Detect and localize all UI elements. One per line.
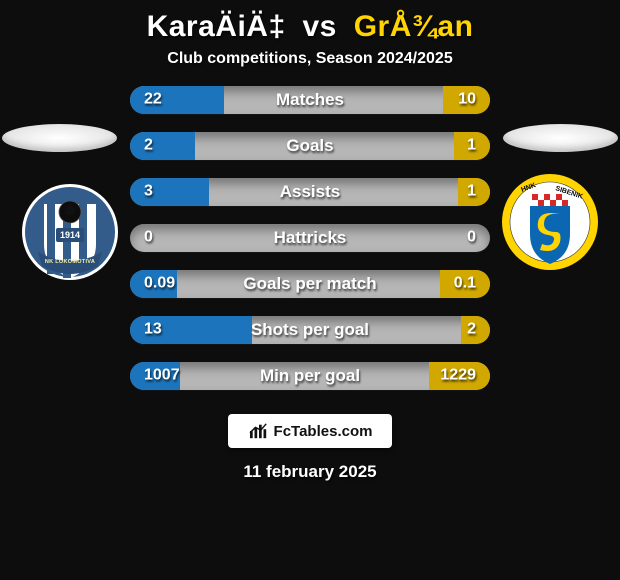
stat-label: Matches xyxy=(276,90,344,110)
title-vs: vs xyxy=(302,10,336,43)
stat-left-value: 0 xyxy=(144,229,153,247)
stat-right-value: 2 xyxy=(467,321,476,339)
stat-right-value: 10 xyxy=(458,91,476,109)
stat-left-value: 2 xyxy=(144,137,153,155)
stat-right-value: 0.1 xyxy=(454,275,476,293)
stat-left-value: 13 xyxy=(144,321,162,339)
stat-bar-left-segment xyxy=(130,178,209,206)
stat-bar-left-segment xyxy=(130,132,195,160)
stat-right-value: 1229 xyxy=(440,367,476,385)
stat-bar: 22 10 Matches xyxy=(130,86,490,114)
stat-left-value: 0.09 xyxy=(144,275,175,293)
stat-bar: 3 1 Assists xyxy=(130,178,490,206)
footer-date: 11 february 2025 xyxy=(0,462,620,482)
left-club-badge-icon: 1914 NK LOKOMOTIVA xyxy=(20,182,120,282)
infographic-root: KaraÄiÄ‡ vs GrÅ¾an Club competitions, Se… xyxy=(0,0,620,580)
stat-right-value: 1 xyxy=(467,137,476,155)
stat-label: Goals xyxy=(286,136,333,156)
stat-label: Min per goal xyxy=(260,366,360,386)
title-player1: KaraÄiÄ‡ xyxy=(147,10,286,43)
stat-right-value: 1 xyxy=(467,183,476,201)
stats-bars: 22 10 Matches 2 1 Goals 3 1 Assists 0 0 Hattricks 0.… xyxy=(130,86,490,390)
brand-text: FcTables.com xyxy=(274,423,373,440)
stat-bar: 0.09 0.1 Goals per match xyxy=(130,270,490,298)
svg-text:1914: 1914 xyxy=(60,230,80,240)
title-player2: GrÅ¾an xyxy=(354,10,474,43)
brand-box: FcTables.com xyxy=(228,414,392,448)
stat-label: Goals per match xyxy=(243,274,376,294)
right-club-badge-icon: HNK SIBENIK xyxy=(500,172,600,272)
stat-label: Hattricks xyxy=(274,228,347,248)
stat-label: Shots per goal xyxy=(251,320,369,340)
stat-left-value: 3 xyxy=(144,183,153,201)
brand-chart-icon xyxy=(248,422,270,440)
stat-bar: 13 2 Shots per goal xyxy=(130,316,490,344)
subtitle: Club competitions, Season 2024/2025 xyxy=(0,50,620,68)
stat-bar: 1007 1229 Min per goal xyxy=(130,362,490,390)
stat-bar: 0 0 Hattricks xyxy=(130,224,490,252)
svg-text:NK LOKOMOTIVA: NK LOKOMOTIVA xyxy=(45,259,95,265)
left-club-badge: 1914 NK LOKOMOTIVA xyxy=(20,182,120,282)
stat-left-value: 22 xyxy=(144,91,162,109)
stat-label: Assists xyxy=(280,182,340,202)
stat-right-value: 0 xyxy=(467,229,476,247)
player-right-silhouette xyxy=(503,124,618,152)
right-club-badge: HNK SIBENIK xyxy=(500,172,600,272)
stat-left-value: 1007 xyxy=(144,367,180,385)
stat-bar: 2 1 Goals xyxy=(130,132,490,160)
player-left-silhouette xyxy=(2,124,117,152)
page-title: KaraÄiÄ‡ vs GrÅ¾an xyxy=(0,6,620,50)
